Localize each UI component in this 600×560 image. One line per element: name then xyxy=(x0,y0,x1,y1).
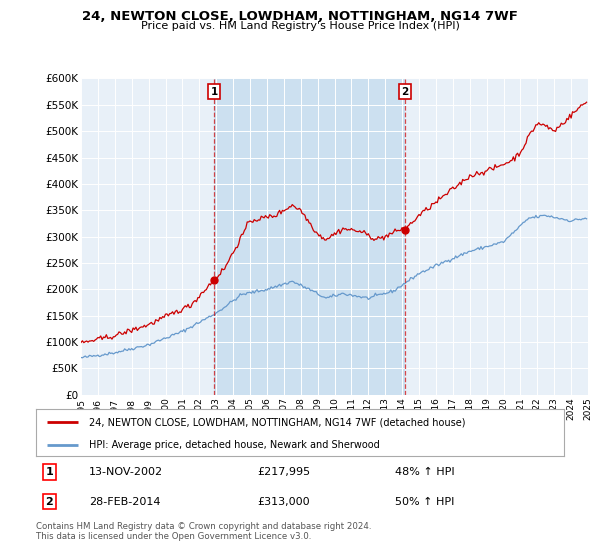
Text: 24, NEWTON CLOSE, LOWDHAM, NOTTINGHAM, NG14 7WF: 24, NEWTON CLOSE, LOWDHAM, NOTTINGHAM, N… xyxy=(82,10,518,23)
Text: 1: 1 xyxy=(211,87,218,96)
Text: £217,995: £217,995 xyxy=(258,467,311,477)
Text: Contains HM Land Registry data © Crown copyright and database right 2024.
This d: Contains HM Land Registry data © Crown c… xyxy=(36,522,371,542)
Text: 2: 2 xyxy=(401,87,409,96)
Text: 50% ↑ HPI: 50% ↑ HPI xyxy=(395,497,454,507)
Text: 24, NEWTON CLOSE, LOWDHAM, NOTTINGHAM, NG14 7WF (detached house): 24, NEWTON CLOSE, LOWDHAM, NOTTINGHAM, N… xyxy=(89,417,466,427)
Text: 28-FEB-2014: 28-FEB-2014 xyxy=(89,497,160,507)
Text: HPI: Average price, detached house, Newark and Sherwood: HPI: Average price, detached house, Newa… xyxy=(89,440,380,450)
Text: 13-NOV-2002: 13-NOV-2002 xyxy=(89,467,163,477)
Text: 48% ↑ HPI: 48% ↑ HPI xyxy=(395,467,455,477)
Text: 1: 1 xyxy=(46,467,53,477)
Bar xyxy=(214,78,405,395)
Text: 2: 2 xyxy=(46,497,53,507)
Text: Price paid vs. HM Land Registry's House Price Index (HPI): Price paid vs. HM Land Registry's House … xyxy=(140,21,460,31)
Text: £313,000: £313,000 xyxy=(258,497,310,507)
